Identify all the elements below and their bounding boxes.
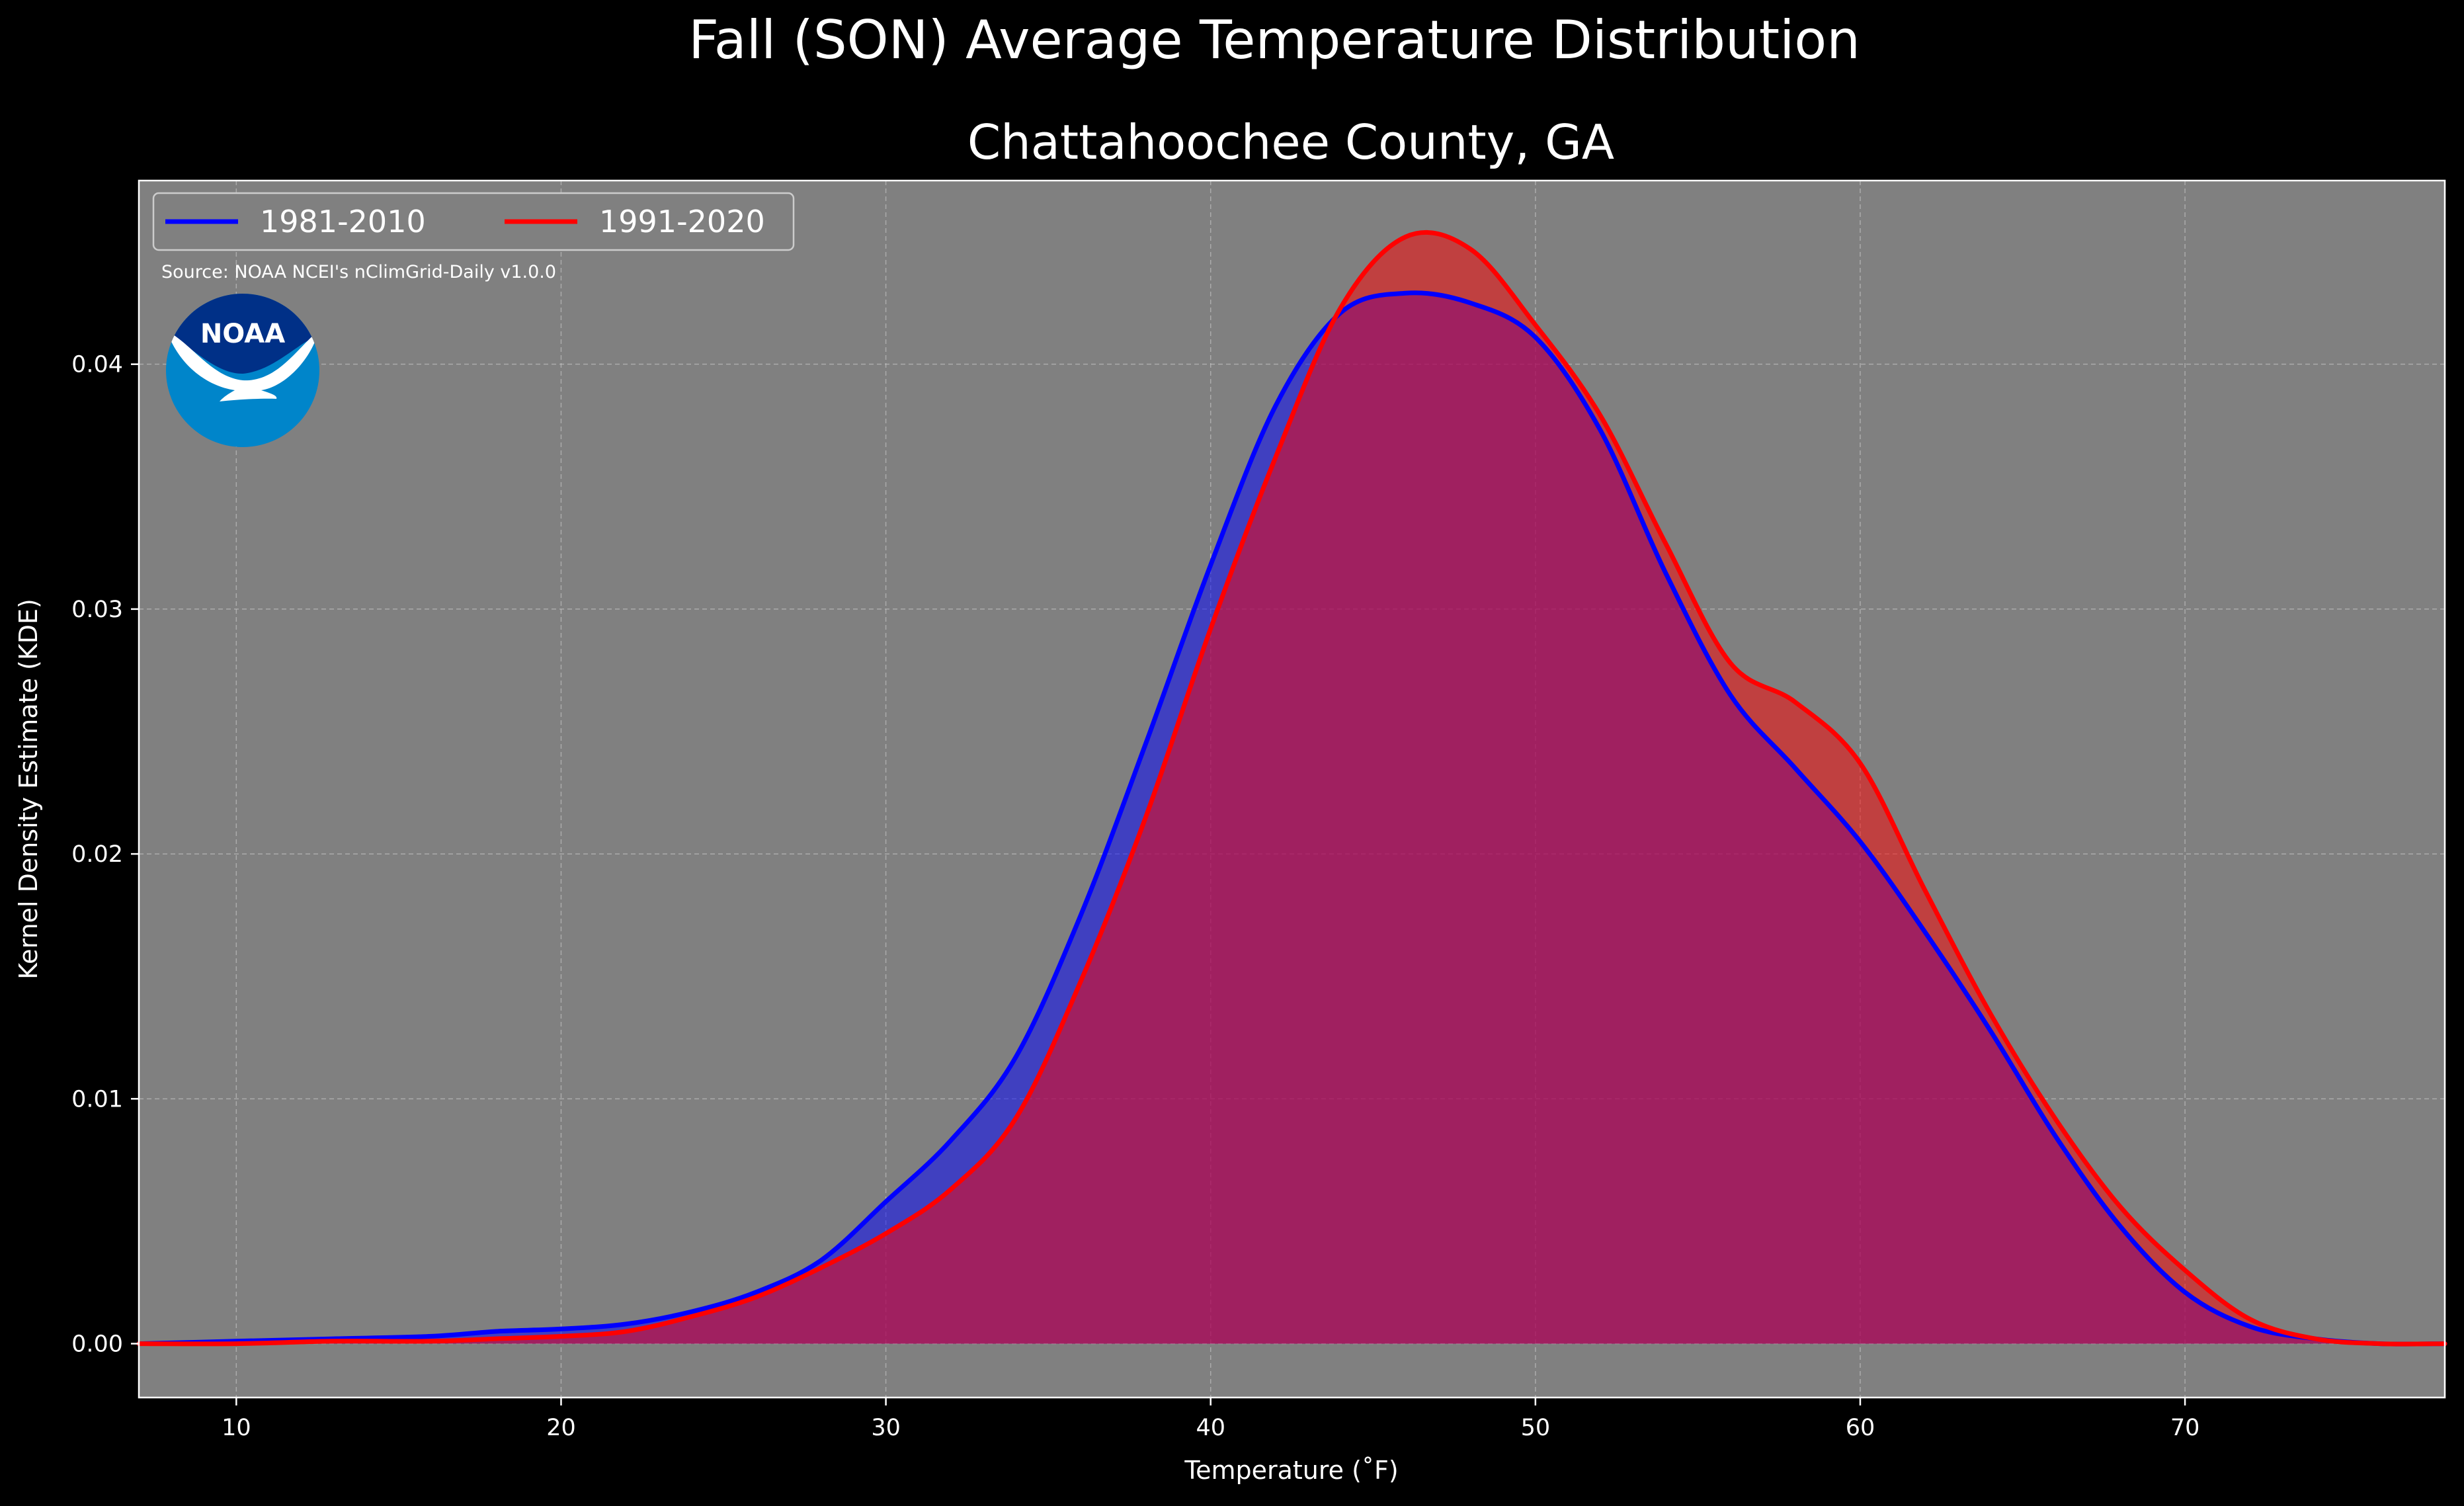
noaa-logo: NOAA [166, 294, 319, 447]
x-tick-label: 40 [1196, 1415, 1225, 1441]
legend-box [152, 192, 795, 251]
x-tick-label: 70 [2170, 1415, 2200, 1441]
x-tick-label: 50 [1521, 1415, 1551, 1441]
series-fills [139, 232, 2445, 1345]
y-tick-label: 0.02 [71, 841, 123, 868]
legend: 1981-2010 1991-2020 [152, 192, 795, 251]
y-tick-label: 0.00 [71, 1331, 123, 1358]
y-tick-label: 0.04 [71, 352, 123, 378]
x-axis-label: Temperature (˚F) [1184, 1456, 1398, 1485]
x-tick-label: 30 [871, 1415, 901, 1441]
y-axis-label: Kernel Density Estimate (KDE) [14, 599, 43, 980]
plot-frame [138, 179, 2446, 1399]
legend-label-1991-2020: 1991-2020 [599, 204, 765, 239]
series-lines [136, 230, 2447, 1347]
chart-subtitle: Chattahoochee County, GA [967, 114, 1614, 170]
x-tick-label: 60 [1846, 1415, 1875, 1441]
series-line-1981-2010 [136, 290, 2447, 1347]
noaa-logo-text: NOAA [200, 319, 285, 349]
chart-title: Fall (SON) Average Temperature Distribut… [688, 9, 1860, 71]
y-axis: 0.00 0.01 0.02 0.03 0.04 [71, 352, 139, 1358]
x-tick-label: 20 [546, 1415, 576, 1441]
x-axis: 10 20 30 40 50 60 70 [222, 1398, 2199, 1441]
series-fill-1991-2020 [139, 232, 2445, 1345]
series-line-1991-2020 [136, 230, 2447, 1347]
y-tick-label: 0.03 [71, 597, 123, 623]
x-tick-label: 10 [222, 1415, 251, 1441]
y-tick-label: 0.01 [71, 1086, 123, 1112]
source-note: Source: NOAA NCEI's nClimGrid-Daily v1.0… [161, 262, 556, 282]
legend-label-1981-2010: 1981-2010 [260, 204, 426, 239]
